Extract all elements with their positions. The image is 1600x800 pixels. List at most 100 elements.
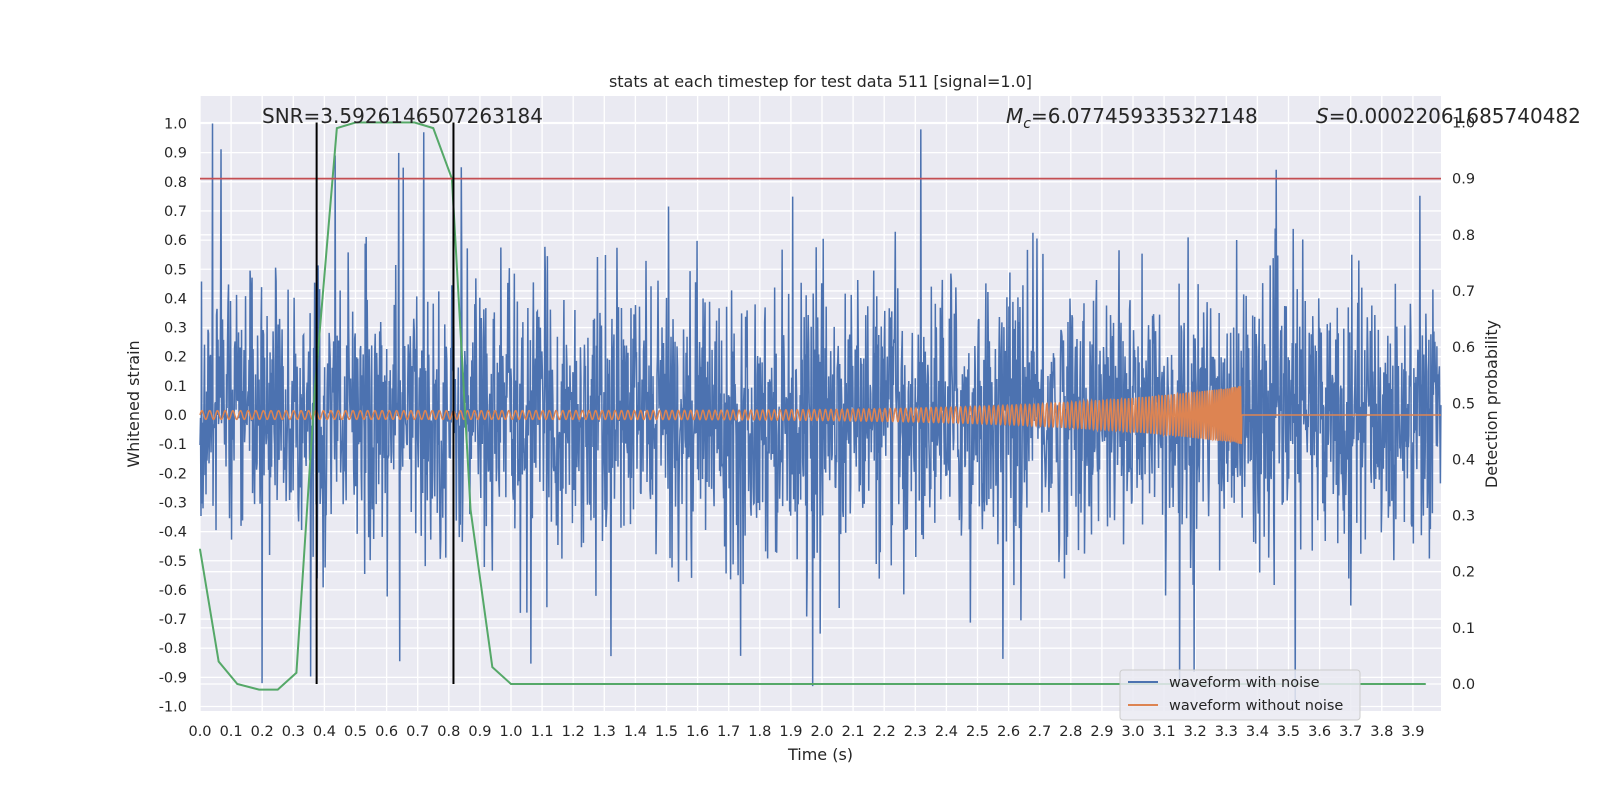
probability-point xyxy=(295,671,298,674)
legend: waveform with noise waveform without noi… xyxy=(1119,669,1361,721)
y-tick-label-left: 0.6 xyxy=(164,233,187,249)
probability-point xyxy=(392,121,394,124)
x-tick-label: 1.4 xyxy=(624,724,647,740)
x-tick-label: 2.2 xyxy=(873,724,896,740)
y-tick-label-left: 0.1 xyxy=(164,379,187,395)
snr-annotation: SNR=3.5926146507263184 xyxy=(262,104,543,128)
y-tick-label-right: 0.6 xyxy=(1452,340,1475,356)
probability-point xyxy=(432,127,435,129)
x-tick-label: 0.5 xyxy=(344,724,367,740)
y-tick-label-left: 0.5 xyxy=(164,262,187,278)
probability-point xyxy=(336,127,338,129)
clean-waveform-path xyxy=(199,386,1441,445)
x-tick-label: 0.1 xyxy=(220,724,243,740)
x-tick-label: 2.5 xyxy=(966,724,989,740)
y-tick-label-left: -0.4 xyxy=(159,525,187,541)
y-tick-label-left: -0.6 xyxy=(159,583,187,599)
y-tick-label-left: 0.0 xyxy=(164,408,187,424)
probability-point xyxy=(217,660,220,663)
x-tick-label: 2.7 xyxy=(1028,724,1051,740)
x-tick-label: 1.2 xyxy=(562,724,585,740)
y-tick-label-left: 0.2 xyxy=(164,350,187,366)
y-tick-label-left: -0.2 xyxy=(159,466,187,482)
probability-point xyxy=(976,683,979,685)
x-tick-label: 1.1 xyxy=(531,724,554,740)
probability-point xyxy=(373,121,375,124)
y-tick-label-right: 0.2 xyxy=(1452,565,1475,581)
x-tick-label: 1.9 xyxy=(779,724,802,740)
x-tick-label: 1.8 xyxy=(748,724,771,740)
x-tick-label: 0.4 xyxy=(313,724,336,740)
x-tick-label: 1.3 xyxy=(593,724,616,740)
series-waveform-with-noise xyxy=(199,123,1442,701)
x-axis-label: Time (s) xyxy=(787,745,853,764)
probability-point xyxy=(491,666,494,668)
chirp-mass-annotation: Mc=6.077459335327148 xyxy=(1006,104,1258,132)
x-tick-label: 0.2 xyxy=(251,724,274,740)
vertical-markers xyxy=(315,122,455,684)
y-tick-label-left: 1.0 xyxy=(164,117,187,133)
probability-point xyxy=(665,683,668,685)
x-tick-label: 3.3 xyxy=(1215,724,1238,740)
x-tick-label: 2.9 xyxy=(1090,724,1113,740)
x-tick-label: 0.7 xyxy=(406,724,429,740)
x-tick-label: 3.7 xyxy=(1339,724,1362,740)
y-tick-label-right: 0.4 xyxy=(1452,452,1475,468)
x-tick-label: 2.3 xyxy=(904,724,927,740)
legend-label-clean: waveform without noise xyxy=(1169,698,1343,714)
x-tick-label: 0.9 xyxy=(468,724,491,740)
y-tick-label-right: 0.1 xyxy=(1452,621,1475,637)
probability-point xyxy=(510,683,512,685)
legend-label-noise: waveform with noise xyxy=(1169,675,1320,691)
y-tick-label-right: 0.9 xyxy=(1452,172,1475,188)
detection-probability-path xyxy=(199,121,1426,691)
x-tick-label: 2.1 xyxy=(842,724,865,740)
x-tick-label: 3.6 xyxy=(1308,724,1331,740)
legend-box xyxy=(1119,669,1361,721)
probability-point xyxy=(314,385,316,388)
x-tick-label: 0.6 xyxy=(375,724,398,740)
y-tick-label-left: -0.5 xyxy=(159,554,187,570)
y-tick-labels-right: 1.0 0.9 0.8 0.7 0.6 0.5 0.4 0.3 0.2 0.1 0.0 xyxy=(1452,116,1475,694)
x-tick-label: 2.0 xyxy=(810,724,833,740)
y-axis-label-right: Detection probability xyxy=(1482,320,1501,488)
x-tick-label: 2.4 xyxy=(935,724,958,740)
noise-waveform-path xyxy=(199,123,1442,701)
y-tick-label-left: 0.3 xyxy=(164,321,187,337)
y-tick-label-left: 0.4 xyxy=(164,291,187,307)
y-tick-label-right: 1.0 xyxy=(1452,116,1475,132)
y-tick-label-left: 0.9 xyxy=(164,146,187,162)
x-tick-label: 3.0 xyxy=(1121,724,1144,740)
x-tick-label: 1.0 xyxy=(499,724,522,740)
x-tick-label: 3.8 xyxy=(1370,724,1393,740)
x-tick-label: 3.1 xyxy=(1153,724,1176,740)
x-tick-label: 1.5 xyxy=(655,724,678,740)
x-tick-label: 1.7 xyxy=(717,724,740,740)
chart-title: stats at each timestep for test data 511… xyxy=(609,72,1032,91)
probability-point xyxy=(469,509,472,511)
probability-point xyxy=(1424,683,1427,685)
x-tick-label: 0.8 xyxy=(437,724,460,740)
probability-point xyxy=(258,688,260,691)
s-annotation: S=0.00022061685740482 xyxy=(1316,104,1581,128)
x-tick-labels: 0.0 0.1 0.2 0.3 0.4 0.5 0.6 0.7 0.8 0.9 1.0 1.1 1.2 1… xyxy=(188,724,1424,740)
y-tick-label-left: 0.8 xyxy=(164,175,187,191)
y-tick-label-left: -0.8 xyxy=(159,641,187,657)
probability-point xyxy=(413,121,416,124)
probability-point xyxy=(236,683,239,685)
x-tick-label: 3.9 xyxy=(1401,724,1424,740)
x-tick-label: 3.4 xyxy=(1246,724,1269,740)
y-tick-label-right: 0.7 xyxy=(1452,284,1475,300)
y-tick-label-left: -0.7 xyxy=(159,612,187,628)
x-tick-label: 3.5 xyxy=(1277,724,1300,740)
probability-point xyxy=(572,683,574,685)
x-tick-label: 2.6 xyxy=(997,724,1020,740)
y-tick-label-right: 0.8 xyxy=(1452,228,1475,244)
y-tick-label-left: -0.3 xyxy=(159,495,187,511)
y-tick-label-left: -0.1 xyxy=(159,437,187,453)
x-tick-label: 1.6 xyxy=(686,724,709,740)
x-tick-label: 2.8 xyxy=(1059,724,1082,740)
probability-point xyxy=(199,548,201,551)
y-tick-label-left: -1.0 xyxy=(159,700,187,716)
